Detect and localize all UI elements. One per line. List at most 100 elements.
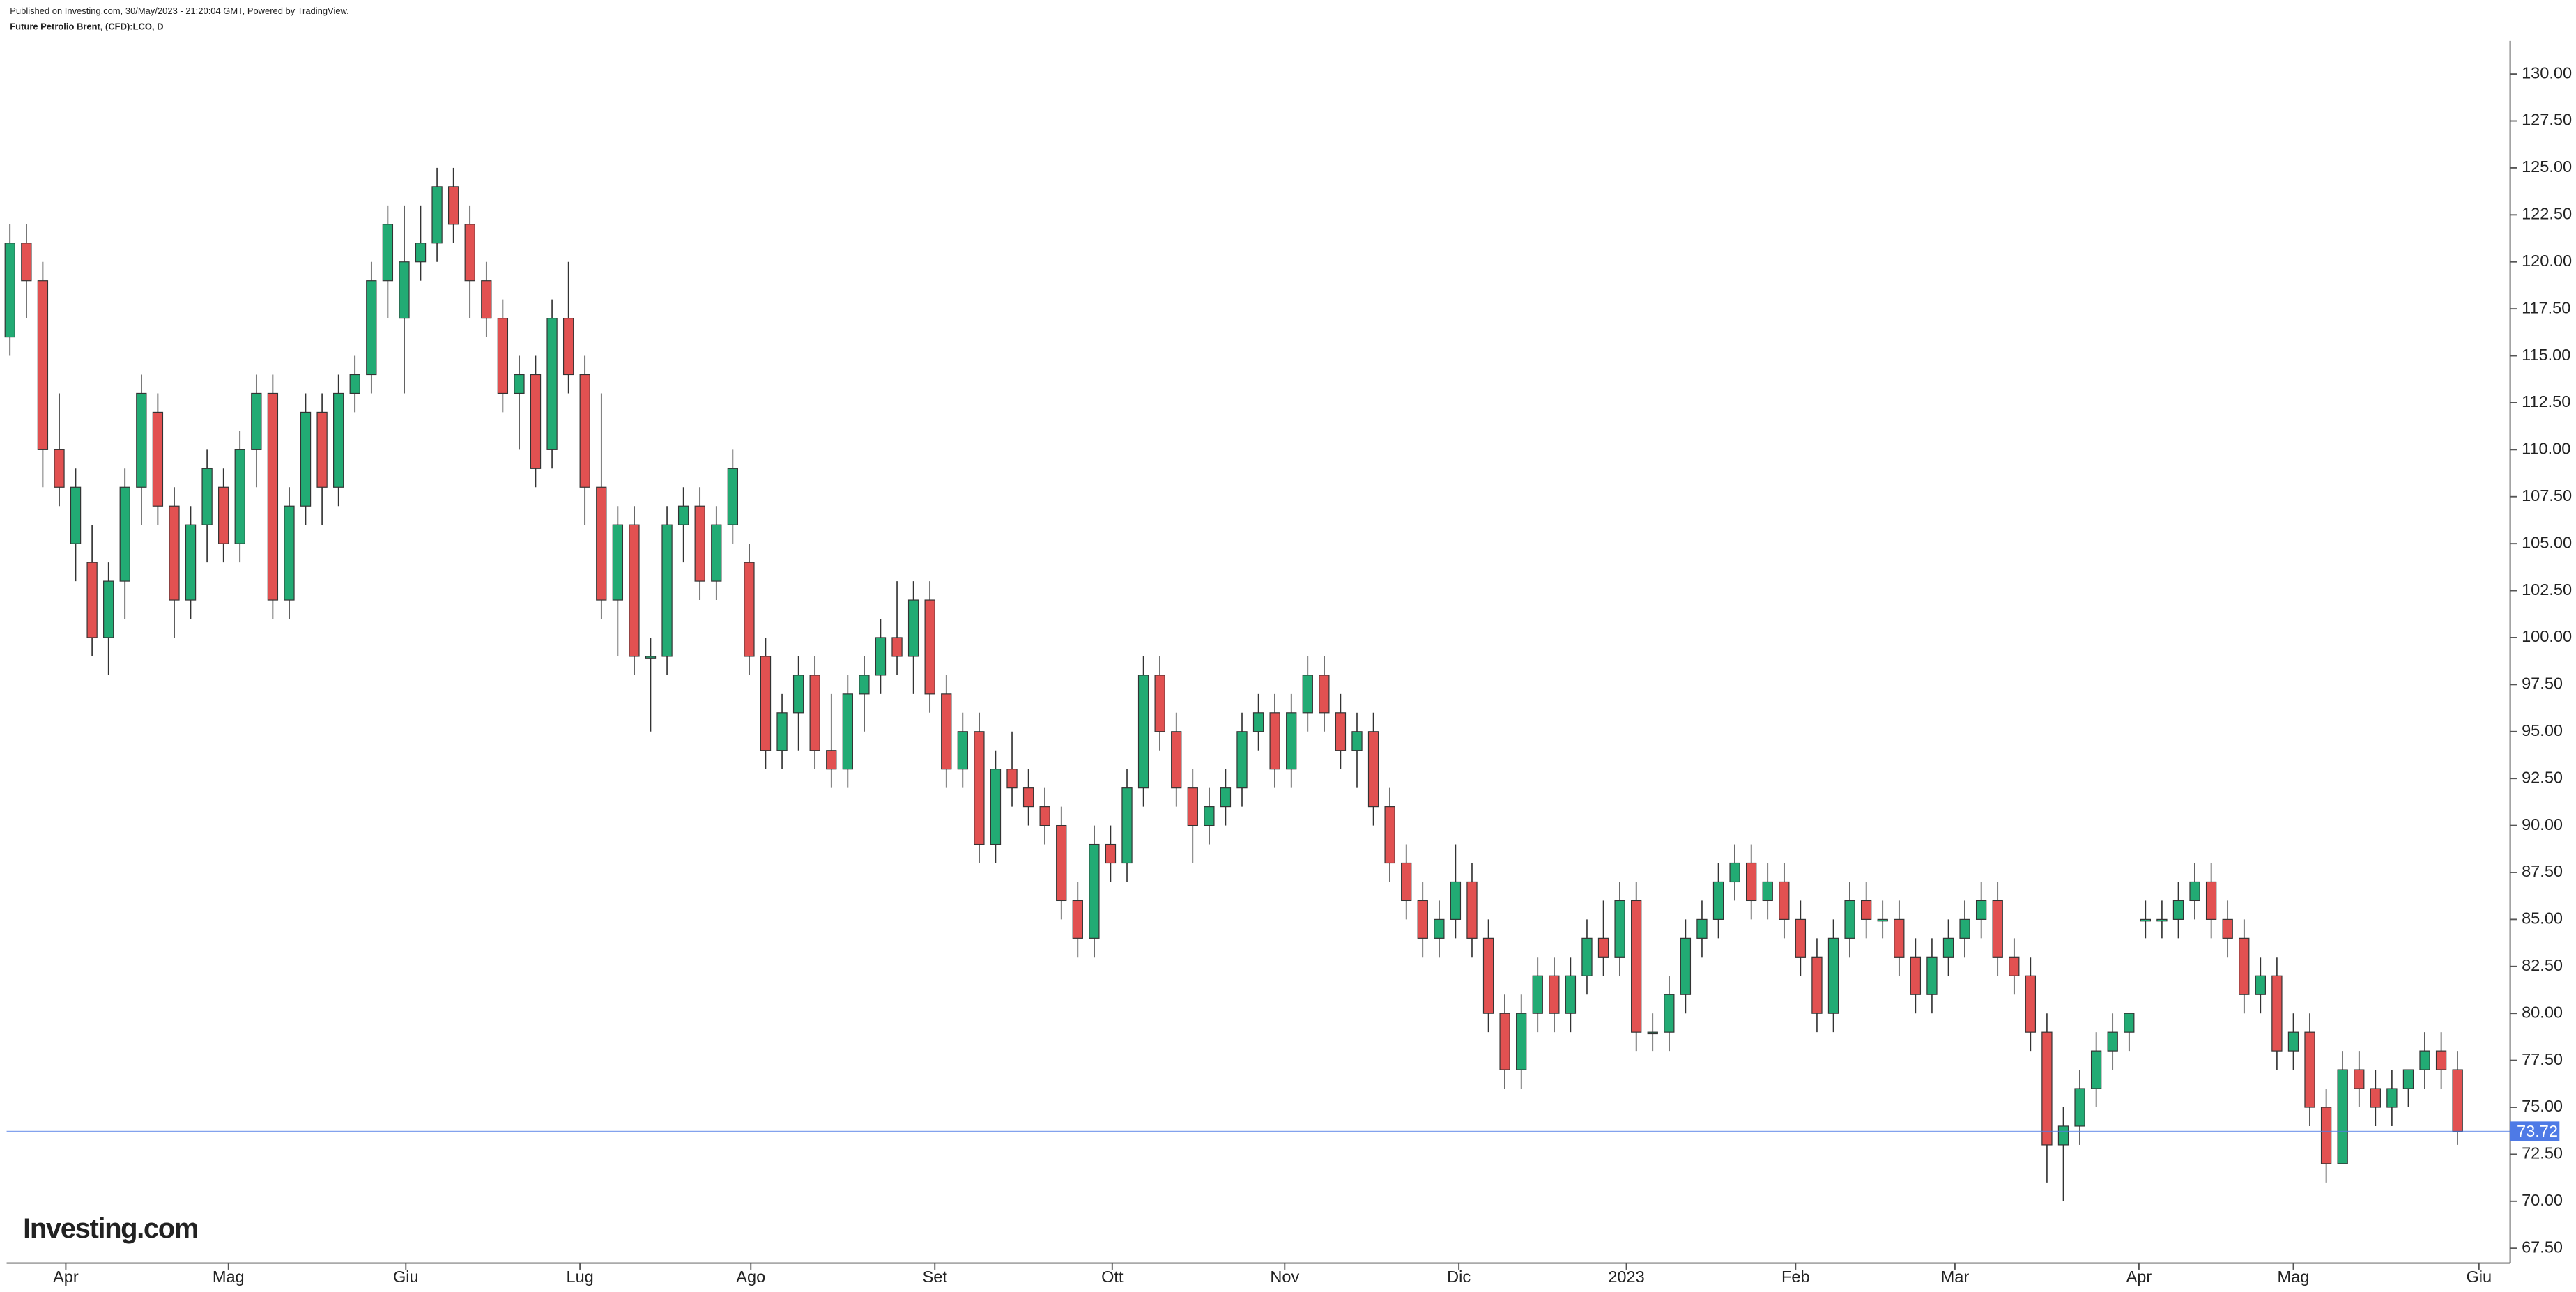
candle-body (1597, 937, 1609, 958)
candle-body (2287, 1031, 2299, 1052)
candle-body (1499, 1013, 1510, 1070)
candle-body (2239, 937, 2250, 995)
candle-body (1154, 675, 1165, 732)
candle-body (1877, 918, 1888, 922)
candle-body (2337, 1069, 2348, 1164)
candle-body (514, 374, 525, 394)
candle-body (316, 411, 328, 488)
y-tick-label: 87.50 (2522, 862, 2563, 880)
candle-body (1631, 900, 1642, 1033)
candle-body (1252, 712, 1264, 732)
candle-body (1466, 881, 1478, 939)
candle-body (2074, 1088, 2085, 1127)
candle-body (1482, 937, 1494, 1014)
candle-body (1236, 731, 1248, 789)
candle-body (941, 693, 952, 770)
candle-body (694, 505, 705, 582)
y-tick-label: 127.50 (2522, 111, 2572, 129)
x-tick-label: Nov (1270, 1268, 1299, 1286)
candle-body (809, 675, 820, 751)
candle-body (1351, 731, 1363, 751)
candle-body (497, 318, 509, 394)
y-tick-label: 77.50 (2522, 1050, 2563, 1068)
candle-body (1137, 675, 1149, 789)
candle-body (1762, 881, 1773, 902)
candle-body (776, 712, 788, 751)
y-tick-label: 92.50 (2522, 768, 2563, 786)
candle-body (546, 318, 558, 450)
candle-body (1072, 900, 1083, 939)
candle-body (677, 505, 689, 525)
candle-body (2402, 1069, 2414, 1089)
candle-body (218, 486, 229, 544)
candle-body (1434, 918, 1445, 939)
candle-body (1647, 1031, 1658, 1035)
candle-body (2057, 1125, 2069, 1146)
x-tick-label: Giu (393, 1268, 419, 1286)
candle-body (382, 224, 394, 282)
candle-body (1401, 862, 1412, 902)
candle-body (1056, 824, 1067, 902)
candle-body (21, 243, 32, 282)
y-tick-label: 125.00 (2522, 157, 2572, 176)
candle-body (1549, 975, 1560, 1014)
candle-body (859, 675, 870, 695)
candle-body (169, 505, 180, 601)
candle-body (891, 637, 903, 657)
candle-body (2354, 1069, 2365, 1089)
candle-body (1089, 843, 1100, 939)
candle-body (119, 486, 130, 582)
candle-body (711, 524, 722, 582)
y-tick-label: 122.50 (2522, 205, 2572, 223)
candle-body (1006, 769, 1018, 789)
candle-body (924, 599, 935, 695)
y-tick-label: 97.50 (2522, 675, 2563, 693)
y-tick-label: 95.00 (2522, 721, 2563, 739)
candle-body (645, 656, 657, 659)
x-tick-label: Lug (566, 1268, 593, 1286)
candle-body (284, 505, 295, 601)
candle-body (1121, 787, 1133, 864)
candle-body (2107, 1031, 2118, 1052)
candle-body (1811, 956, 1823, 1014)
candle-body (727, 468, 739, 525)
y-tick-label: 112.50 (2522, 392, 2570, 410)
candle-body (1729, 862, 1740, 883)
symbol-title: Future Petrolio Brent, (CFD):LCO, D (10, 21, 163, 31)
candle-body (596, 486, 607, 601)
candle-body (1171, 731, 1182, 789)
last-price-tag (2510, 1121, 2560, 1141)
candle-body (152, 411, 164, 507)
candle-body (349, 374, 360, 394)
y-tick-label: 110.00 (2522, 440, 2570, 458)
y-tick-label: 85.00 (2522, 909, 2563, 928)
candle-body (464, 224, 475, 282)
candle-body (2090, 1050, 2102, 1089)
candle-body (136, 392, 147, 488)
candle-body (1680, 937, 1692, 995)
y-tick-label: 117.50 (2522, 298, 2570, 316)
candle-body (1204, 806, 1215, 826)
candle-body (366, 280, 377, 376)
candle-body (2419, 1050, 2430, 1070)
candle-body (2205, 881, 2217, 920)
candle-body (792, 675, 804, 714)
candle-body (974, 731, 985, 845)
candle-body (1319, 675, 1330, 714)
candle-body (1450, 881, 1462, 920)
candle-body (1926, 956, 1938, 995)
y-tick-label: 80.00 (2522, 1003, 2563, 1021)
candle-body (1959, 918, 1970, 939)
candle-body (1039, 806, 1050, 826)
y-tick-label: 105.00 (2522, 533, 2572, 551)
last-price-label: 73.72 (2517, 1122, 2558, 1140)
y-tick-label: 67.50 (2522, 1238, 2563, 1256)
candle-body (54, 449, 65, 488)
x-tick-label: Apr (2126, 1268, 2152, 1286)
candle-body (1286, 712, 1297, 770)
candle-body (579, 374, 590, 488)
candle-body (1894, 918, 1905, 958)
candle-body (1417, 900, 1428, 939)
